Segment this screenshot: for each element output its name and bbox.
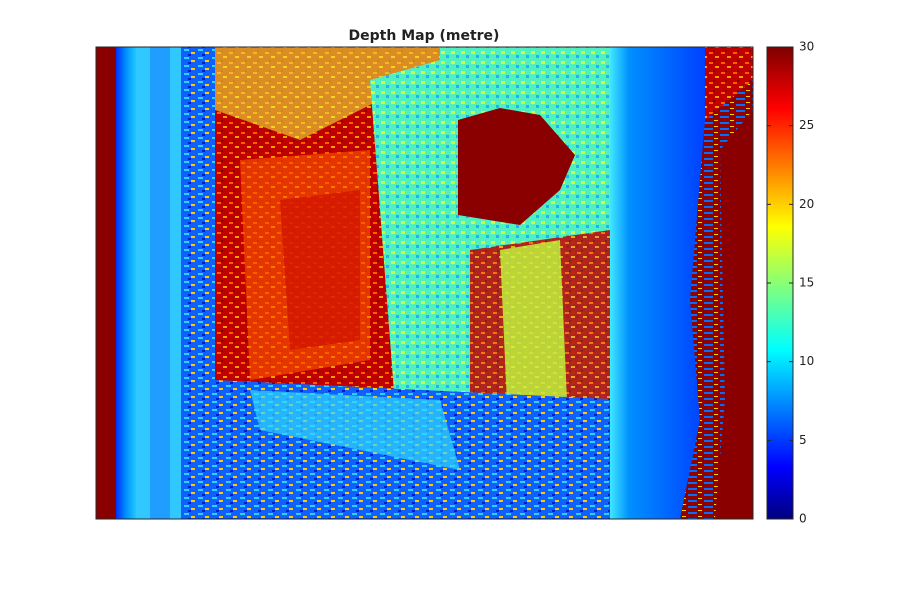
depth-image [96,47,753,519]
axes-box [95,46,754,520]
colorbar-tick-label: 10 [799,354,814,368]
colorbar-tick-label: 0 [799,512,807,526]
colorbar-tick-label: 20 [799,197,814,211]
colorbar-tick-label: 15 [799,276,814,290]
colorbar-tick-label: 25 [799,118,814,132]
colorbar-tick-label: 30 [799,40,814,54]
colorbar-tick-label: 5 [799,433,807,447]
chart-title: Depth Map (metre) [349,28,500,44]
